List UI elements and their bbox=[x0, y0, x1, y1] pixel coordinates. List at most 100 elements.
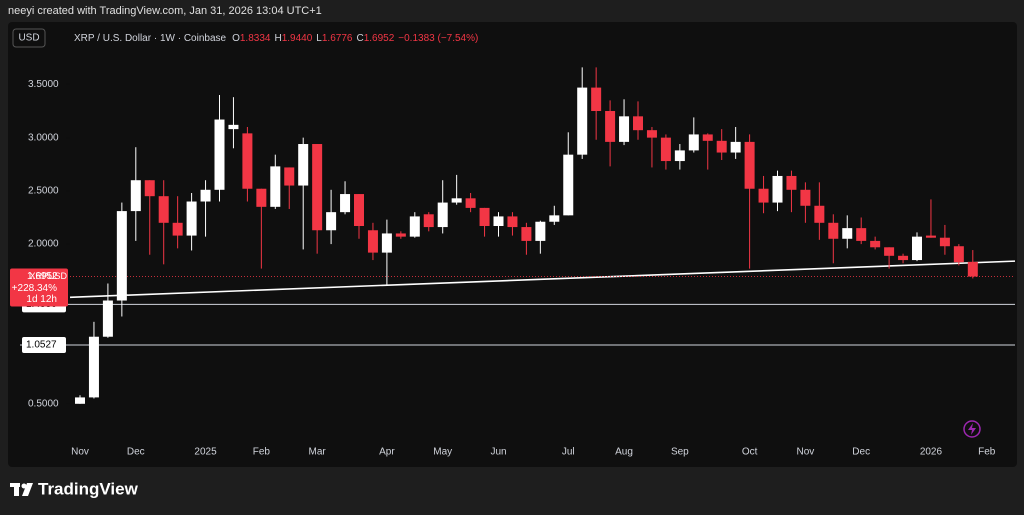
candle-body bbox=[158, 196, 169, 223]
last-price-box bbox=[10, 268, 68, 307]
candle-body bbox=[772, 175, 783, 203]
y-tick-label: 0.5000 bbox=[28, 398, 59, 409]
candle-body bbox=[270, 166, 281, 207]
candle-body bbox=[200, 189, 211, 202]
ohlc-value: 1.8334 bbox=[240, 33, 271, 44]
candle-body bbox=[786, 175, 797, 190]
candle-body bbox=[912, 236, 922, 261]
candle-body bbox=[744, 141, 755, 189]
brand: TradingView bbox=[38, 479, 139, 498]
candle-body bbox=[451, 198, 462, 203]
candle-body bbox=[75, 397, 85, 404]
candle-body bbox=[633, 116, 643, 131]
candle-body bbox=[884, 247, 895, 256]
y-tick-label: 2.5000 bbox=[28, 186, 59, 197]
candle-body bbox=[702, 134, 713, 141]
candle-body bbox=[688, 134, 699, 151]
candle-body bbox=[144, 180, 155, 197]
candle-body bbox=[605, 111, 616, 142]
snapshot-icon bbox=[963, 420, 981, 438]
x-tick-label: Feb bbox=[978, 447, 996, 458]
candle-body bbox=[88, 336, 99, 398]
candle-body bbox=[256, 188, 267, 207]
last-price-countdown: 1d 12h bbox=[26, 294, 57, 305]
x-tick-label: Dec bbox=[127, 447, 145, 458]
candle-body bbox=[660, 137, 671, 162]
last-price-change: +228.34% bbox=[12, 283, 57, 294]
candle-body bbox=[967, 261, 978, 277]
candle-body bbox=[507, 216, 518, 228]
candle-body bbox=[381, 233, 392, 253]
candle-body bbox=[674, 150, 685, 162]
candle-body bbox=[493, 216, 504, 226]
candle-body bbox=[409, 216, 420, 237]
x-tick-label: Nov bbox=[797, 447, 815, 458]
credit: neeyi created with TradingView.com, Jan … bbox=[8, 5, 322, 17]
ohlc-value: 1.6952 bbox=[364, 33, 395, 44]
candle-body bbox=[563, 154, 574, 216]
x-tick-label: Oct bbox=[742, 447, 758, 458]
change: −0.1383 (−7.54%) bbox=[398, 33, 478, 44]
ohlc-label: H bbox=[274, 33, 281, 44]
candle-body bbox=[939, 237, 950, 247]
x-tick-label: 2025 bbox=[194, 447, 217, 458]
ohlc-value: 1.9440 bbox=[282, 33, 313, 44]
candle-body bbox=[242, 133, 253, 189]
candle-body bbox=[228, 124, 239, 130]
candle-body bbox=[591, 87, 602, 112]
currency-box bbox=[12, 28, 46, 48]
candle-body bbox=[340, 194, 351, 213]
candle-body bbox=[102, 300, 113, 337]
x-tick-label: 2026 bbox=[920, 447, 943, 458]
candle-body bbox=[814, 205, 825, 223]
candle-body bbox=[423, 214, 434, 228]
candle-body bbox=[758, 188, 769, 203]
candle-body bbox=[898, 255, 909, 261]
candle-body bbox=[730, 141, 741, 153]
x-tick-label: Feb bbox=[253, 447, 271, 458]
last-price-symbol: XRPUSD bbox=[29, 271, 67, 281]
y-tick-label: 3.0000 bbox=[28, 132, 59, 143]
candle-body bbox=[186, 201, 197, 236]
candle-body bbox=[437, 202, 448, 228]
brand-logo bbox=[10, 483, 33, 496]
x-tick-label: Jul bbox=[562, 447, 575, 458]
candle-body bbox=[326, 212, 337, 231]
candle-body bbox=[130, 180, 141, 212]
candle-body bbox=[577, 87, 588, 155]
candle-body bbox=[214, 119, 225, 190]
candle-body bbox=[925, 235, 936, 238]
x-tick-label: Sep bbox=[671, 447, 689, 458]
candle-body bbox=[172, 222, 183, 236]
candle-body bbox=[856, 228, 867, 241]
x-tick-label: Dec bbox=[852, 447, 870, 458]
candle-body bbox=[716, 140, 727, 153]
x-tick-label: Apr bbox=[379, 447, 395, 458]
candle-body bbox=[479, 207, 490, 226]
candle-body bbox=[367, 230, 378, 253]
candle-body bbox=[549, 215, 560, 222]
candle-body bbox=[619, 116, 630, 142]
candle-body bbox=[298, 144, 309, 186]
candle-body bbox=[800, 189, 811, 206]
candle-body bbox=[312, 144, 323, 231]
currency: USD bbox=[18, 33, 39, 44]
candle-body bbox=[354, 194, 364, 226]
candle-body bbox=[284, 167, 295, 186]
x-tick-label: Aug bbox=[615, 447, 633, 458]
level-label-box bbox=[22, 336, 66, 353]
candle-body bbox=[535, 221, 546, 241]
candle-body bbox=[395, 233, 406, 237]
x-tick-label: Nov bbox=[71, 447, 89, 458]
ohlc-label: O bbox=[232, 33, 240, 44]
candle-body bbox=[828, 222, 839, 239]
candle-body bbox=[116, 211, 127, 301]
candle-body bbox=[465, 198, 476, 208]
trendline bbox=[69, 260, 1016, 299]
y-tick-label: 3.5000 bbox=[28, 79, 59, 90]
chart-panel bbox=[8, 22, 1017, 467]
candle-body bbox=[842, 228, 853, 239]
ohlc-label: C bbox=[356, 33, 363, 44]
